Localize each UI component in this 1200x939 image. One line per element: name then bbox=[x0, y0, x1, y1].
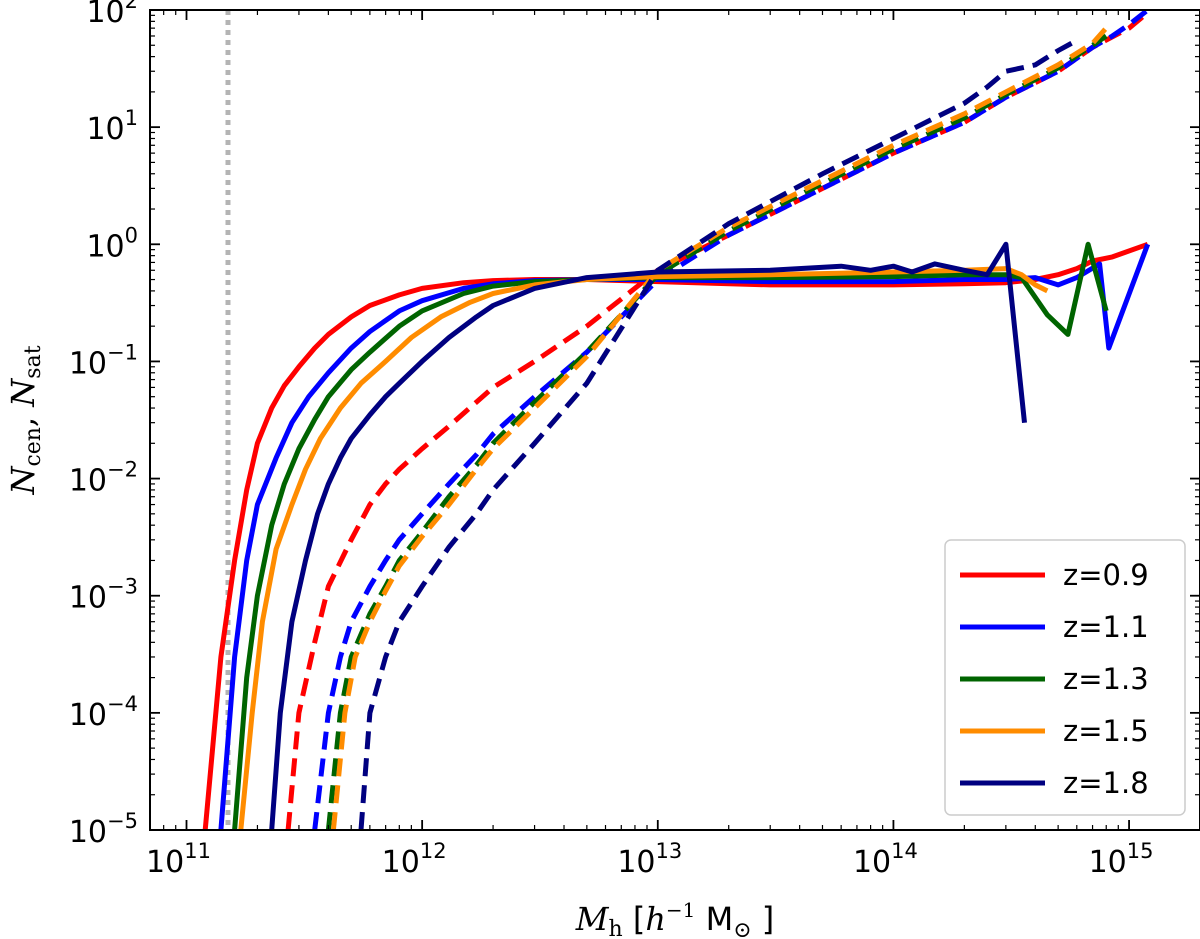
y-tick-label-0: 10−5 bbox=[69, 809, 138, 850]
y-tick-label-6: 101 bbox=[86, 106, 138, 147]
legend-label-3: z=1.5 bbox=[1063, 714, 1149, 748]
legend-label-1: z=1.1 bbox=[1063, 610, 1149, 644]
x-tick-label-3: 1014 bbox=[853, 839, 918, 880]
legend: z=0.9 z=1.1 z=1.3 z=1.5 z=1.8 bbox=[944, 539, 1186, 816]
series-satellite-2 bbox=[325, 33, 1108, 830]
x-tick-label-1: 1012 bbox=[382, 839, 447, 880]
y-axis-label: Ncen, Nsat bbox=[4, 345, 46, 495]
series-central-4 bbox=[269, 241, 1027, 830]
legend-label-4: z=1.8 bbox=[1063, 766, 1149, 800]
x-axis-label: Mh [h−1 M⊙ ] bbox=[575, 898, 775, 939]
series-satellite-3 bbox=[330, 26, 1109, 830]
y-tick-label-3: 10−2 bbox=[69, 458, 138, 499]
x-tick-label-0: 1011 bbox=[146, 839, 211, 880]
legend-label-0: z=0.9 bbox=[1063, 558, 1149, 592]
y-tick-label-1: 10−4 bbox=[69, 692, 138, 733]
plot-frame bbox=[149, 9, 1200, 831]
y-tick-label-7: 102 bbox=[86, 0, 138, 30]
y-tick-label-5: 100 bbox=[86, 223, 138, 264]
y-tick-label-2: 10−3 bbox=[69, 575, 138, 616]
x-tick-label-4: 1015 bbox=[1089, 839, 1154, 880]
x-tick-label-2: 1013 bbox=[617, 839, 682, 880]
ticks-layer: 1011 1012 1013 1014 1015 10−5 10−4 10−3 10−2 10−1… bbox=[69, 0, 1200, 880]
series-satellite-4 bbox=[358, 38, 1078, 830]
series-layer bbox=[202, 10, 1151, 830]
legend-box bbox=[944, 539, 1186, 816]
y-tick-label-4: 10−1 bbox=[69, 340, 138, 381]
legend-label-2: z=1.3 bbox=[1063, 662, 1149, 696]
series-satellite-1 bbox=[312, 10, 1150, 830]
series-central-2 bbox=[232, 241, 1109, 830]
